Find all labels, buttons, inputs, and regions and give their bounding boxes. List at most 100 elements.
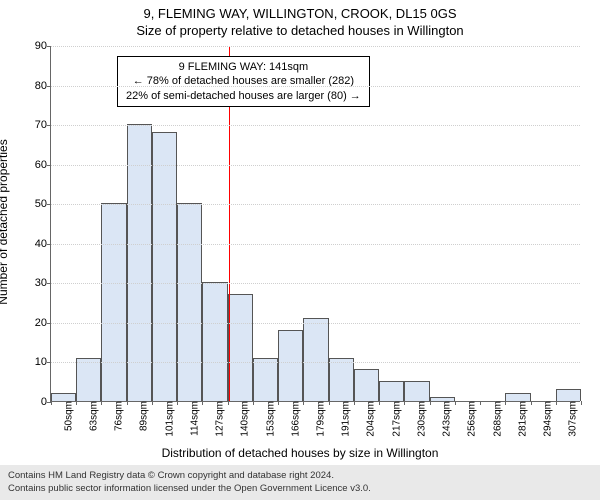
histogram-bar (329, 358, 354, 402)
attribution-footer: Contains HM Land Registry data © Crown c… (0, 465, 600, 500)
ytick-mark (47, 323, 51, 324)
ytick-label: 70 (21, 119, 47, 131)
xtick-label: 217sqm (389, 401, 402, 437)
annotation-line: 22% of semi-detached houses are larger (… (126, 89, 361, 103)
xtick-mark (505, 401, 506, 405)
xtick-mark (329, 401, 330, 405)
ytick-label: 90 (21, 40, 47, 52)
histogram-bar (152, 132, 177, 401)
footer-line-1: Contains HM Land Registry data © Crown c… (8, 470, 592, 482)
xtick-mark (177, 401, 178, 405)
xtick-label: 230sqm (414, 401, 427, 437)
ytick-mark (47, 46, 51, 47)
xtick-label: 191sqm (339, 401, 352, 437)
xtick-mark (278, 401, 279, 405)
histogram-bar (354, 369, 379, 401)
gridline-h (51, 283, 580, 284)
xtick-label: 204sqm (364, 401, 377, 437)
histogram-bar (51, 393, 76, 401)
histogram-bar (278, 330, 303, 401)
xtick-mark (127, 401, 128, 405)
histogram-bar (228, 294, 253, 401)
xtick-label: 281sqm (515, 401, 528, 437)
xtick-mark (228, 401, 229, 405)
xtick-label: 179sqm (314, 401, 327, 437)
ytick-label: 30 (21, 277, 47, 289)
ytick-mark (47, 86, 51, 87)
xtick-label: 76sqm (112, 401, 125, 431)
chart-title: 9, FLEMING WAY, WILLINGTON, CROOK, DL15 … (0, 0, 600, 21)
xtick-mark (152, 401, 153, 405)
plot-area: 9 FLEMING WAY: 141sqm← 78% of detached h… (50, 46, 580, 402)
xtick-label: 63sqm (86, 401, 99, 431)
xtick-mark (51, 401, 52, 405)
histogram-bar (505, 393, 530, 401)
ytick-mark (47, 244, 51, 245)
xtick-label: 114sqm (187, 401, 200, 436)
ytick-label: 60 (21, 159, 47, 171)
gridline-h (51, 244, 580, 245)
ytick-label: 20 (21, 317, 47, 329)
xtick-mark (354, 401, 355, 405)
xtick-mark (430, 401, 431, 405)
ytick-label: 50 (21, 198, 47, 210)
annotation-box: 9 FLEMING WAY: 141sqm← 78% of detached h… (117, 56, 370, 107)
xtick-label: 294sqm (541, 401, 554, 437)
histogram-bar (404, 381, 429, 401)
chart-subtitle: Size of property relative to detached ho… (0, 21, 600, 38)
histogram-bar (303, 318, 328, 401)
xtick-label: 166sqm (288, 401, 301, 437)
xtick-label: 256sqm (465, 401, 478, 437)
annotation-line: 9 FLEMING WAY: 141sqm (126, 60, 361, 74)
xtick-mark (531, 401, 532, 405)
xtick-label: 127sqm (213, 401, 226, 437)
histogram-bar (76, 358, 101, 402)
footer-line-2: Contains public sector information licen… (8, 483, 592, 495)
gridline-h (51, 46, 580, 47)
xtick-mark (253, 401, 254, 405)
gridline-h (51, 362, 580, 363)
ytick-label: 0 (21, 396, 47, 408)
ytick-mark (47, 362, 51, 363)
xtick-mark (455, 401, 456, 405)
xtick-label: 307sqm (566, 401, 579, 437)
histogram-bar (127, 124, 152, 401)
xtick-label: 101sqm (162, 401, 175, 437)
xtick-mark (556, 401, 557, 405)
xtick-mark (379, 401, 380, 405)
gridline-h (51, 165, 580, 166)
xtick-label: 50sqm (61, 401, 74, 431)
y-axis-label: Number of detached properties (0, 57, 10, 222)
ytick-mark (47, 283, 51, 284)
ytick-label: 10 (21, 356, 47, 368)
xtick-mark (303, 401, 304, 405)
xtick-mark (404, 401, 405, 405)
gridline-h (51, 125, 580, 126)
gridline-h (51, 323, 580, 324)
histogram-bar (253, 358, 278, 402)
xtick-mark (101, 401, 102, 405)
x-axis-label: Distribution of detached houses by size … (0, 446, 600, 460)
ytick-label: 80 (21, 80, 47, 92)
xtick-label: 140sqm (238, 401, 251, 437)
histogram-bar (202, 282, 227, 401)
xtick-mark (480, 401, 481, 405)
xtick-label: 153sqm (263, 401, 276, 437)
ytick-mark (47, 204, 51, 205)
gridline-h (51, 86, 580, 87)
histogram-bar (379, 381, 404, 401)
ytick-label: 40 (21, 238, 47, 250)
xtick-label: 268sqm (490, 401, 503, 437)
xtick-mark (581, 401, 582, 405)
histogram-bar (101, 203, 126, 401)
histogram-bar (177, 203, 202, 401)
xtick-mark (202, 401, 203, 405)
ytick-mark (47, 125, 51, 126)
xtick-label: 243sqm (440, 401, 453, 437)
histogram-bar (556, 389, 581, 401)
chart-container: Number of detached properties 9 FLEMING … (0, 42, 600, 450)
gridline-h (51, 204, 580, 205)
ytick-mark (47, 165, 51, 166)
xtick-label: 89sqm (137, 401, 150, 431)
xtick-mark (76, 401, 77, 405)
